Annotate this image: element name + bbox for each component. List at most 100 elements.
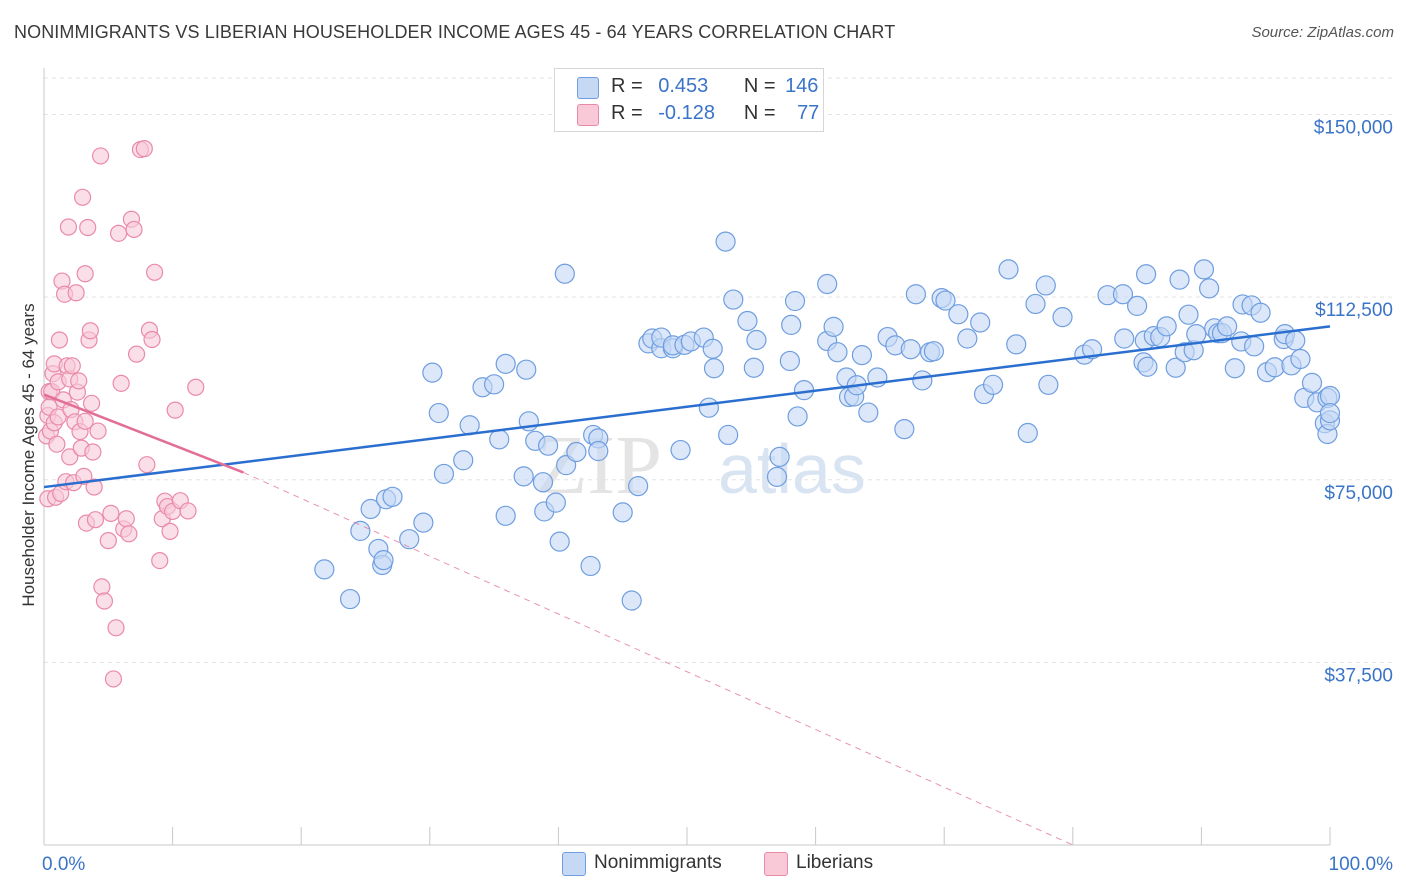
point-nonimmigrants: [549, 531, 570, 552]
point-nonimmigrants: [718, 424, 739, 446]
point-nonimmigrants: [453, 450, 474, 471]
point-nonimmigrants: [554, 263, 575, 284]
point-nonimmigrants: [1319, 385, 1341, 407]
point-nonimmigrants: [1165, 357, 1186, 378]
point-nonimmigrants: [1038, 374, 1059, 395]
point-nonimmigrants: [737, 310, 758, 332]
x-tick-label: 0.0%: [42, 854, 85, 875]
point-nonimmigrants: [1301, 372, 1323, 393]
point-nonimmigrants: [532, 472, 554, 493]
point-nonimmigrants: [1199, 278, 1220, 299]
point-liberians: [179, 502, 197, 520]
point-nonimmigrants: [350, 520, 371, 541]
point-nonimmigrants: [982, 374, 1004, 395]
point-liberians: [95, 592, 114, 610]
point-nonimmigrants: [923, 341, 945, 362]
point-nonimmigrants: [948, 304, 969, 325]
legend-swatch-liberians: [577, 104, 599, 126]
point-nonimmigrants: [702, 338, 723, 359]
trend-extension-liberians: [243, 472, 1074, 846]
point-nonimmigrants: [1169, 269, 1190, 290]
point-nonimmigrants: [1156, 316, 1177, 337]
tick-labels: $37,500 $75,000 $112,500 $150,000 0.0% 100.0%: [42, 118, 1393, 875]
point-nonimmigrants: [1112, 284, 1134, 305]
point-nonimmigrants: [538, 435, 559, 456]
point-liberians: [143, 330, 161, 349]
point-nonimmigrants: [715, 231, 736, 252]
trend-lines: [43, 325, 1331, 846]
point-liberians: [76, 265, 94, 283]
point-nonimmigrants: [1035, 275, 1056, 296]
correlation-legend: R = 0.453 N = 146 R = -0.128 N = 77: [554, 68, 824, 132]
series-swatch-nonimmigrants: [562, 852, 586, 876]
point-liberians: [127, 345, 146, 363]
point-nonimmigrants: [779, 350, 800, 372]
point-nonimmigrants: [784, 290, 806, 312]
series-name-liberians: Liberians: [796, 852, 874, 873]
point-liberians: [125, 220, 143, 239]
point-liberians: [166, 401, 184, 419]
point-nonimmigrants: [894, 419, 915, 440]
point-liberians: [99, 532, 117, 550]
point-nonimmigrants: [1264, 357, 1285, 378]
trend-line-nonimmigrants: [43, 325, 1331, 489]
y-tick-label: $37,500: [1324, 665, 1393, 686]
point-nonimmigrants: [495, 505, 516, 526]
legend-n-label: N =: [743, 75, 776, 97]
watermark-atlas: atlas: [718, 430, 866, 508]
x-tick-label: 100.0%: [1329, 854, 1394, 875]
source-label: Source: ZipAtlas.com: [1251, 24, 1394, 41]
point-liberians: [109, 224, 128, 242]
point-nonimmigrants: [545, 492, 566, 513]
point-nonimmigrants: [957, 328, 978, 349]
point-nonimmigrants: [484, 374, 505, 395]
point-liberians: [76, 412, 94, 430]
point-nonimmigrants: [1285, 330, 1306, 351]
point-liberians: [187, 378, 205, 396]
point-nonimmigrants: [516, 359, 537, 380]
point-nonimmigrants: [373, 550, 394, 571]
point-nonimmigrants: [1290, 348, 1311, 370]
series-name-nonimmigrants: Nonimmigrants: [594, 852, 722, 873]
point-nonimmigrants: [1244, 336, 1265, 357]
point-liberians: [151, 552, 169, 570]
point-liberians: [73, 188, 92, 206]
point-nonimmigrants: [817, 273, 838, 295]
point-liberians: [107, 619, 125, 637]
point-liberians: [135, 140, 153, 158]
point-nonimmigrants: [905, 284, 927, 305]
point-liberians: [82, 394, 101, 412]
point-nonimmigrants: [1186, 324, 1207, 345]
point-liberians: [91, 147, 110, 165]
point-nonimmigrants: [580, 555, 601, 577]
point-nonimmigrants: [769, 446, 790, 467]
point-nonimmigrants: [621, 590, 642, 611]
point-liberians: [104, 670, 123, 688]
point-liberians: [138, 456, 156, 474]
point-nonimmigrants: [703, 358, 725, 379]
point-nonimmigrants: [723, 289, 744, 310]
axes: [43, 68, 1331, 846]
legend-n-value-nonimmigrants: 146: [785, 75, 819, 97]
point-nonimmigrants: [495, 353, 516, 374]
legend-r-value-liberians: -0.128: [658, 102, 715, 124]
point-nonimmigrants: [827, 342, 848, 363]
point-nonimmigrants: [1136, 264, 1157, 285]
point-nonimmigrants: [433, 463, 455, 485]
point-nonimmigrants: [1217, 316, 1238, 337]
point-nonimmigrants: [1137, 356, 1158, 377]
point-nonimmigrants: [1224, 358, 1245, 379]
point-nonimmigrants: [588, 440, 609, 462]
point-liberians: [102, 504, 120, 522]
point-nonimmigrants: [998, 259, 1019, 280]
point-nonimmigrants: [1114, 328, 1135, 349]
point-liberians: [89, 422, 107, 440]
y-tick-label: $75,000: [1324, 483, 1393, 504]
point-nonimmigrants: [1025, 293, 1046, 315]
point-nonimmigrants: [698, 397, 719, 418]
series-swatch-liberians: [764, 852, 788, 876]
legend-r-label: R =: [611, 75, 643, 97]
point-nonimmigrants: [1250, 302, 1271, 323]
point-nonimmigrants: [858, 402, 879, 423]
point-nonimmigrants: [746, 329, 767, 351]
